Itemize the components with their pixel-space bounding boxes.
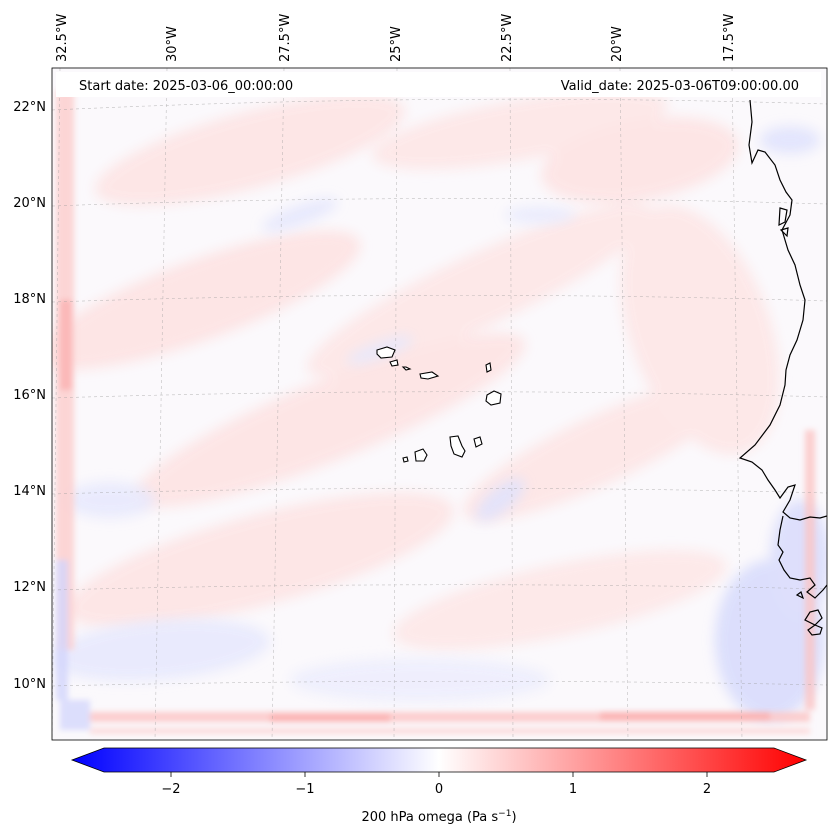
cape-verde-islands <box>376 346 502 463</box>
lon-tick-label: 20°W <box>610 26 625 62</box>
map-frame <box>51 67 828 741</box>
colorbar-tick-label: 1 <box>569 782 577 797</box>
lat-tick-label: 14°N <box>13 484 46 499</box>
colorbar: −2 −1 0 1 2 200 hPa omega (Pa s−1) <box>70 747 808 825</box>
lon-tick-label: 25°W <box>389 26 404 62</box>
lat-tick-label: 10°N <box>13 677 46 692</box>
lat-tick-label: 18°N <box>13 292 46 307</box>
lon-tick-label: 30°W <box>165 26 180 62</box>
lon-tick-labels: 32.5°W 30°W 27.5°W 25°W 22.5°W 20°W 17.5… <box>55 14 737 62</box>
colorbar-tick-label: −1 <box>295 782 314 797</box>
omega-field <box>52 68 827 740</box>
colorbar-ticks: −2 −1 0 1 2 <box>161 772 711 797</box>
lat-tick-labels: 22°N 20°N 18°N 16°N 14°N 12°N 10°N <box>13 100 46 692</box>
colorbar-label: 200 hPa omega (Pa s−1) <box>361 809 516 825</box>
lat-tick-label: 16°N <box>13 388 46 403</box>
date-banner <box>56 72 821 97</box>
gridlines <box>52 68 827 740</box>
colorbar-tick-label: −2 <box>161 782 180 797</box>
lat-tick-label: 12°N <box>13 580 46 595</box>
lon-tick-label: 27.5°W <box>278 14 293 62</box>
start-date-label: Start date: 2025-03-06_00:00:00 <box>79 79 293 94</box>
colorbar-tick-label: 2 <box>703 782 711 797</box>
lat-tick-label: 22°N <box>13 100 46 115</box>
valid-date-label: Valid_date: 2025-03-06T09:00:00.00 <box>561 79 799 94</box>
lon-tick-label: 22.5°W <box>500 14 515 62</box>
coastline <box>738 99 827 636</box>
lat-tick-label: 20°N <box>13 196 46 211</box>
lon-tick-label: 32.5°W <box>55 14 70 62</box>
map-panel: Start date: 2025-03-06_00:00:00 Valid_da… <box>51 67 828 741</box>
colorbar-tick-label: 0 <box>435 782 443 797</box>
lon-tick-label: 17.5°W <box>722 14 737 62</box>
colorbar-bar <box>70 747 808 773</box>
